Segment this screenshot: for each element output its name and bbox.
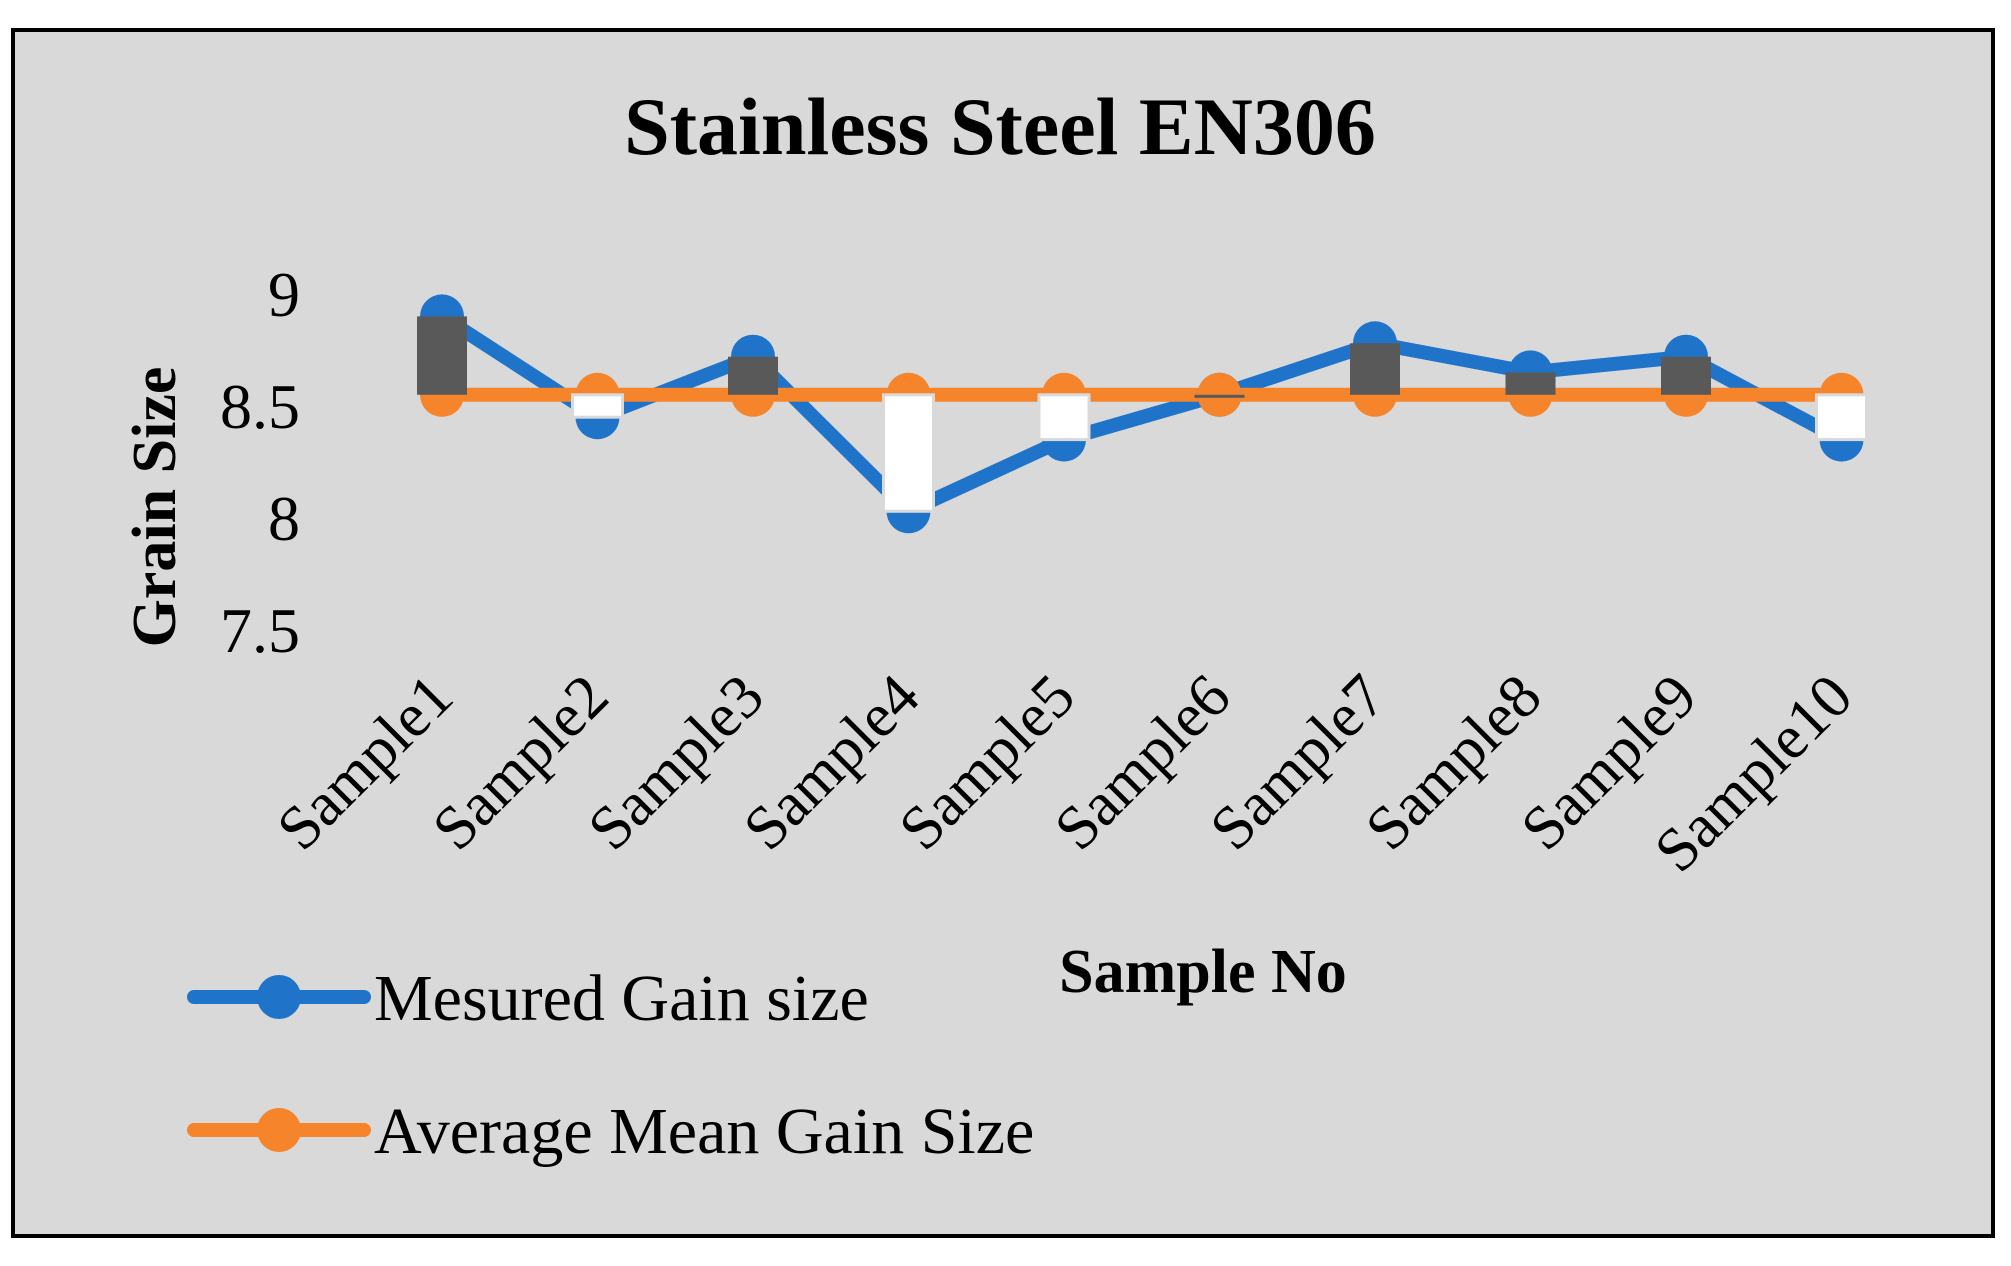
up-bar (417, 316, 467, 395)
legend-label-average: Average Mean Gain Size (374, 1095, 1034, 1168)
x-tick-label: Sample6 (1042, 662, 1244, 864)
legend-label-measured: Mesured Gain size (374, 962, 869, 1035)
x-tick-label: Sample1 (264, 662, 466, 864)
x-tick-label: Sample5 (886, 662, 1088, 864)
plot-area (417, 294, 1868, 534)
up-bar (728, 356, 778, 395)
legend-item-average: Average Mean Gain Size (187, 1095, 1034, 1168)
x-tick-label: Sample4 (731, 662, 933, 864)
x-tick-label: Sample7 (1197, 662, 1399, 864)
y-axis-ticks: 7.5 8 8.5 9 (220, 259, 300, 666)
up-bar (1661, 356, 1711, 395)
x-axis-title: Sample No (1059, 938, 1347, 1006)
down-bar (882, 393, 935, 513)
y-tick-label: 8.5 (220, 371, 300, 442)
line-chart: Stainless Steel EN306 Grain Size 7.5 8 8.5… (121, 81, 1868, 1168)
y-tick-label: 7.5 (220, 595, 300, 666)
x-tick-label: Sample3 (575, 662, 777, 864)
legend-item-measured: Mesured Gain size (187, 962, 869, 1035)
down-bar (1815, 393, 1868, 442)
up-bar (1350, 343, 1400, 395)
legend-swatch-measured-marker (257, 975, 301, 1019)
x-tick-label: Sample2 (420, 662, 622, 864)
chart-frame: Stainless Steel EN306 Grain Size 7.5 8 8.5… (11, 28, 1995, 1238)
down-bar (1037, 393, 1091, 442)
y-tick-label: 9 (268, 259, 300, 330)
legend-swatch-average-marker (257, 1108, 301, 1152)
up-down-bars (417, 316, 1868, 513)
y-tick-label: 8 (268, 483, 300, 554)
x-tick-label: Sample8 (1353, 662, 1555, 864)
legend: Mesured Gain size Average Mean Gain Size (187, 962, 1034, 1168)
chart-title: Stainless Steel EN306 (624, 81, 1376, 172)
y-axis-title: Grain Size (121, 367, 189, 648)
up-bar (1505, 372, 1556, 395)
up-bar (1194, 394, 1245, 398)
x-axis-ticks: Sample1Sample2Sample3Sample4Sample5Sampl… (264, 662, 1865, 885)
series-line-measured (438, 310, 1845, 519)
down-bar (571, 393, 624, 419)
